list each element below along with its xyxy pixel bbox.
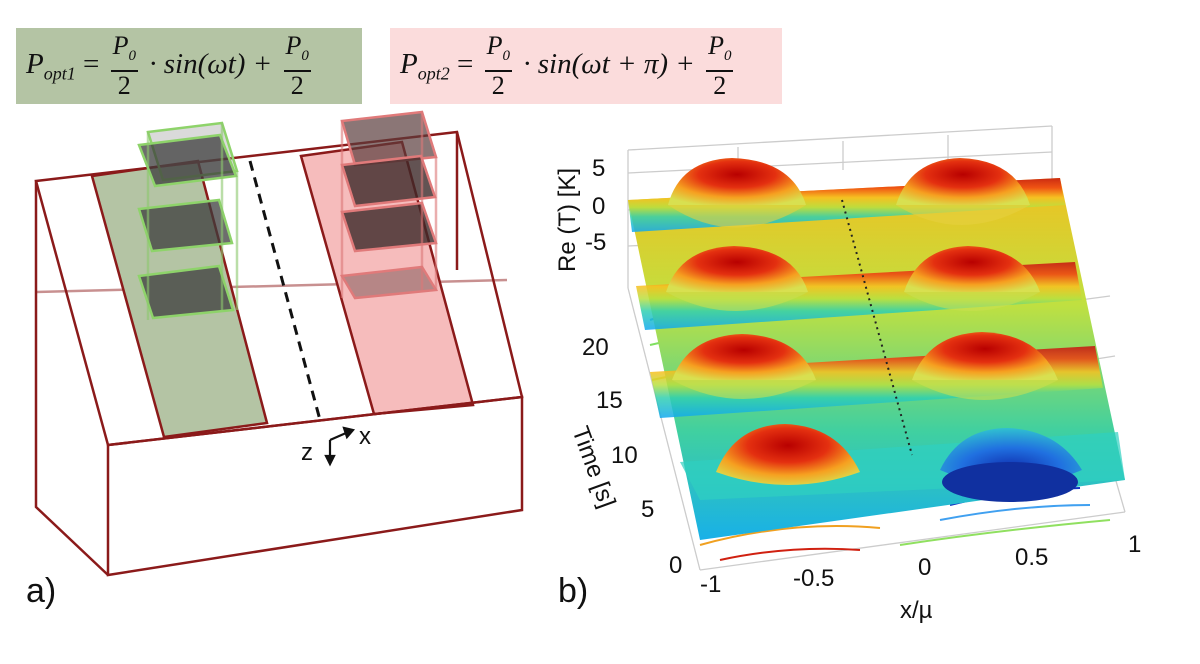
z-tick: -5 — [585, 229, 606, 256]
surface-center-line — [841, 199, 913, 456]
z-tick: 0 — [592, 193, 605, 220]
eq1-lhs: P — [26, 47, 44, 80]
equation-opt2: Popt2 = P0 2 · sin(ωt + π) + P0 2 — [400, 30, 734, 101]
eq2-frac-b: P0 2 — [706, 30, 734, 101]
axis-z-label: z — [301, 439, 313, 466]
equation-opt1: Popt1 = P0 2 · sin(ωt) + P0 2 — [26, 30, 311, 101]
eq2-num-a-sub: 0 — [502, 48, 510, 65]
eq2-middle: · sin(ωt + π) + — [523, 47, 695, 80]
coordinate-axes — [324, 426, 356, 467]
equation-box-opt2: Popt2 = P0 2 · sin(ωt + π) + P0 2 — [390, 28, 782, 104]
surface-bumps — [666, 158, 1082, 502]
eq2-lhs-sub: opt2 — [417, 63, 450, 84]
eq1-num-b-sub: 0 — [301, 48, 309, 65]
eq1-den-a: 2 — [117, 71, 131, 101]
eq2-num-b-sub: 0 — [723, 48, 732, 65]
axis-x-label: x — [359, 423, 371, 450]
x-tick: -1 — [700, 571, 721, 598]
x-tick: 1 — [1128, 531, 1141, 558]
eq1-num-a-sub: 0 — [128, 48, 136, 65]
y-tick: 5 — [641, 496, 654, 523]
pulses-left — [137, 121, 239, 320]
eq2-num-a: P — [486, 30, 503, 60]
y-tick: 10 — [611, 442, 638, 469]
eq1-middle: · sin(ωt) + — [149, 47, 273, 80]
y-tick: 0 — [669, 552, 682, 579]
x-tick: 0.5 — [1015, 544, 1048, 571]
x-tick: -0.5 — [793, 565, 834, 592]
eq1-num-b: P — [285, 30, 302, 60]
eq2-den-b: 2 — [713, 71, 727, 101]
center-dashed-line — [248, 160, 322, 421]
x-axis-label: x/µ — [900, 597, 933, 624]
panel-b-label: b) — [558, 572, 589, 610]
eq1-den-b: 2 — [290, 71, 304, 101]
x-tick: 0 — [918, 554, 931, 581]
eq1-frac-a: P0 2 — [110, 30, 138, 101]
eq2-num-b: P — [708, 30, 724, 60]
equation-box-opt1: Popt1 = P0 2 · sin(ωt) + P0 2 — [16, 28, 362, 104]
eq2-lhs: P — [400, 47, 418, 80]
eq1-lhs-sub: opt1 — [43, 63, 76, 84]
eq2-den-a: 2 — [491, 71, 505, 101]
y-tick: 20 — [582, 334, 609, 361]
eq2-frac-a: P0 2 — [484, 30, 512, 101]
eq1-num-a: P — [112, 30, 129, 60]
pulses-right — [339, 110, 439, 300]
box-edges — [34, 130, 524, 577]
panel-a-label: a) — [26, 572, 57, 610]
eq1-frac-b: P0 2 — [283, 30, 311, 101]
z-tick: 5 — [592, 155, 605, 182]
z-axis-label: Re (T) [K] — [554, 168, 581, 272]
y-tick: 15 — [596, 387, 623, 414]
